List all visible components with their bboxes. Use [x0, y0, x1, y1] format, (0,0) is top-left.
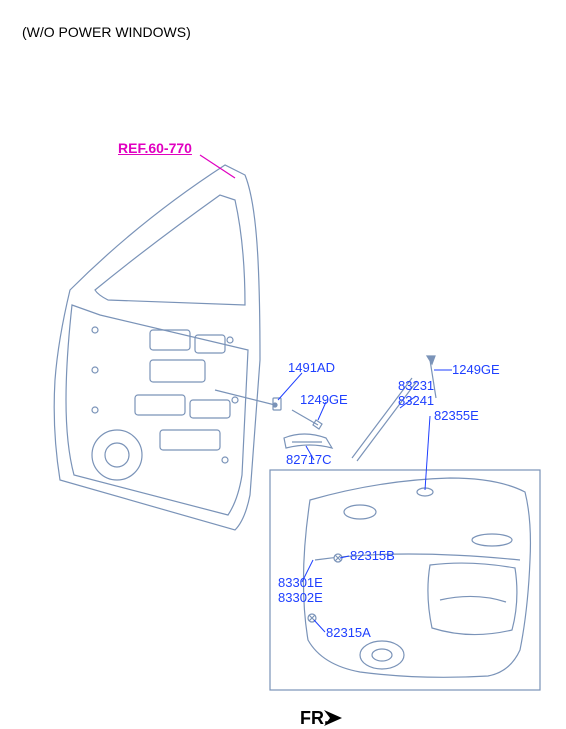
label-83302E: 83302E	[278, 590, 323, 605]
label-1249GE-mid: 1249GE	[300, 392, 348, 407]
ref-label: REF.60-770	[118, 140, 192, 156]
ref-leader	[200, 155, 235, 178]
belt-strips	[352, 356, 436, 461]
label-1491AD: 1491AD	[288, 360, 335, 375]
label-83241: 83241	[398, 393, 434, 408]
label-82315A: 82315A	[326, 625, 371, 640]
door-trim-panel	[303, 478, 530, 677]
label-83301E: 83301E	[278, 575, 323, 590]
label-82717C: 82717C	[286, 452, 332, 467]
door-inner-panel	[54, 165, 260, 530]
label-82315B: 82315B	[350, 548, 395, 563]
label-83231: 83231	[398, 378, 434, 393]
fr-label: FR.	[300, 708, 329, 729]
label-1249GE-right: 1249GE	[452, 362, 500, 377]
header-note: (W/O POWER WINDOWS)	[22, 24, 191, 40]
label-82355E: 82355E	[434, 408, 479, 423]
